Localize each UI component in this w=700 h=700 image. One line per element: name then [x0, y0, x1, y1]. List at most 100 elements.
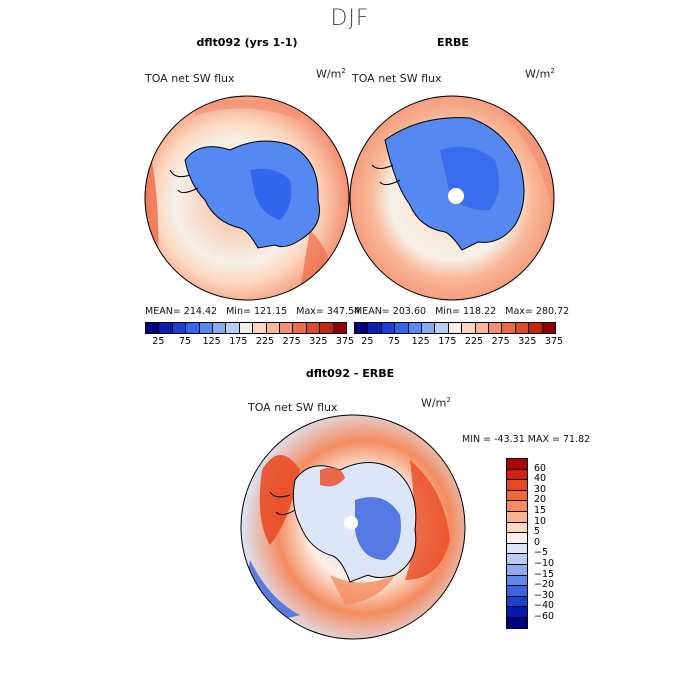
panel2-colorbar-swatch — [475, 323, 490, 333]
panel1-colorbar-swatch — [226, 323, 240, 333]
panel2-colorbar-swatch — [502, 323, 516, 333]
panel3-variable: TOA net SW flux — [248, 401, 338, 414]
panel1-colorbar-swatch — [333, 323, 347, 333]
panel1-colorbar-swatch — [159, 323, 173, 333]
panel3-colorbar-tick-label: −60 — [534, 611, 555, 622]
model-map-antarctica — [184, 140, 320, 249]
panel2-colorbar-swatch — [448, 323, 463, 333]
panel3-colorbar — [506, 458, 528, 629]
difference-map-interior-negative — [355, 497, 401, 560]
panel1-colorbar-swatch — [199, 323, 214, 333]
panel3-units-base: W/m — [421, 396, 447, 410]
panel3-colorbar-tick-label: −40 — [534, 600, 555, 612]
panel3-colorbar-swatch — [507, 469, 527, 481]
panel2-title: ERBE — [437, 36, 469, 49]
panel3-min-value: -43.31 — [494, 434, 525, 445]
panel1-colorbar-swatch — [280, 323, 294, 333]
panel2-units: W/m2 — [525, 67, 555, 81]
model-map-peninsula — [169, 169, 199, 194]
panel3-colorbar-swatch — [507, 596, 527, 608]
panel1-max-value: 347.54 — [326, 306, 361, 317]
panel1-colorbar-tick-label: 75 — [178, 336, 192, 347]
panel1-colorbar-tick-label: 325 — [309, 336, 328, 347]
panel2-min-label: Min= — [435, 306, 460, 317]
panel3-colorbar-tick-label: 30 — [534, 483, 547, 495]
erbe-map-outline — [349, 95, 555, 301]
panel1-colorbar-tick-label: 275 — [282, 336, 301, 347]
panel3-colorbar-swatch — [507, 533, 527, 544]
difference-map-east-positive — [405, 460, 450, 580]
panel2-max-value: 280.72 — [535, 306, 570, 317]
panel1-mean-label: MEAN= — [145, 306, 181, 317]
panel3-colorbar-swatch — [507, 511, 527, 523]
panel1-colorbar-tick-label: 225 — [255, 336, 275, 347]
panel3-colorbar-swatch — [507, 564, 527, 576]
panel1-colorbar-swatch — [320, 323, 334, 333]
panel3-colorbar-tick-label: −10 — [534, 558, 555, 569]
difference-map-pole-gap — [344, 516, 358, 530]
panel3-colorbar-swatch — [507, 501, 527, 512]
panel2-colorbar-tick-label: 375 — [544, 336, 564, 347]
erbe-map-peninsula — [371, 164, 401, 186]
panel1-colorbar-tick-label: 125 — [202, 336, 221, 347]
panel2-colorbar-swatch — [408, 323, 423, 333]
panel1-colorbar-swatch — [213, 323, 227, 333]
panel3-colorbar-swatch — [507, 522, 527, 534]
difference-map — [240, 414, 466, 640]
panel1-units-exp: 2 — [341, 67, 346, 75]
panel3-colorbar-tick-label: 20 — [534, 494, 547, 506]
panel2-colorbar-swatch — [435, 323, 449, 333]
panel3-colorbar-tick-label: −30 — [534, 589, 555, 601]
panel3-colorbar-tick-label: 40 — [534, 473, 547, 485]
panel1-min-label: Min= — [226, 306, 251, 317]
panel2-colorbar-swatch — [368, 323, 382, 333]
panel1-stats: MEAN= 214.42 Min= 121.15 Max= 347.54 — [145, 306, 360, 317]
panel1-colorbar-swatch — [306, 323, 321, 333]
panel1-colorbar-swatch — [172, 323, 187, 333]
model-map-outline — [144, 95, 350, 301]
panel3-stats: MIN = -43.31 MAX = 71.82 — [462, 434, 590, 445]
panel3-title: dflt092 - ERBE — [305, 367, 395, 380]
panel1-colorbar — [145, 322, 347, 334]
panel1-max-label: Max= — [296, 306, 324, 317]
panel3-colorbar-swatch — [507, 554, 527, 565]
panel1-colorbar-swatch — [293, 323, 307, 333]
panel2-colorbar-tick-label: 75 — [387, 336, 401, 347]
difference-map-south-positive — [330, 575, 395, 605]
panel2-units-exp: 2 — [550, 67, 555, 75]
panel2-mean-label: MEAN= — [354, 306, 390, 317]
figure-title: DJF — [330, 6, 370, 31]
panel2-mean-value: 203.60 — [392, 306, 427, 317]
panel1-colorbar-swatch — [266, 323, 281, 333]
panel3-min-label: MIN = — [462, 434, 492, 445]
panel3-colorbar-tick-label: 0 — [534, 536, 541, 548]
difference-map-outline — [240, 414, 466, 640]
panel1-colorbar-tick-label: 375 — [335, 336, 355, 347]
panel2-colorbar-swatch — [462, 323, 476, 333]
panel2-colorbar-tick-label: 25 — [361, 336, 374, 347]
panel1-colorbar-tick-label: 175 — [229, 336, 248, 347]
panel2-colorbar-tick-label: 325 — [518, 336, 537, 347]
erbe-map-pole-gap — [448, 188, 464, 204]
panel2-min-value: 118.22 — [462, 306, 497, 317]
panel2-colorbar-swatch — [395, 323, 409, 333]
panel3-colorbar-swatch — [507, 543, 527, 555]
panel3-max-label: MAX = — [527, 434, 560, 445]
panel3-colorbar-tick-label: −20 — [534, 579, 555, 591]
panel3-colorbar-swatch — [507, 490, 527, 502]
panel3-colorbar-tick-label: −5 — [534, 547, 549, 559]
panel3-max-value: 71.82 — [563, 434, 591, 445]
panel1-title: dflt092 (yrs 1-1) — [196, 36, 298, 49]
panel1-units: W/m2 — [316, 67, 346, 81]
panel3-colorbar-swatch — [507, 607, 527, 618]
panel3-colorbar-swatch — [507, 480, 527, 491]
panel2-colorbar-swatch — [355, 323, 369, 333]
panel1-colorbar-swatch — [253, 323, 267, 333]
panel2-colorbar-swatch — [422, 323, 436, 333]
panel3-colorbar-tick-label: 60 — [534, 462, 547, 474]
panel1-colorbar-tick-label: 25 — [152, 336, 165, 347]
panel3-colorbar-tick-label: 5 — [534, 526, 541, 538]
panel3-colorbar-tick-label: 10 — [534, 515, 547, 527]
panel2-colorbar-tick-label: 175 — [438, 336, 457, 347]
